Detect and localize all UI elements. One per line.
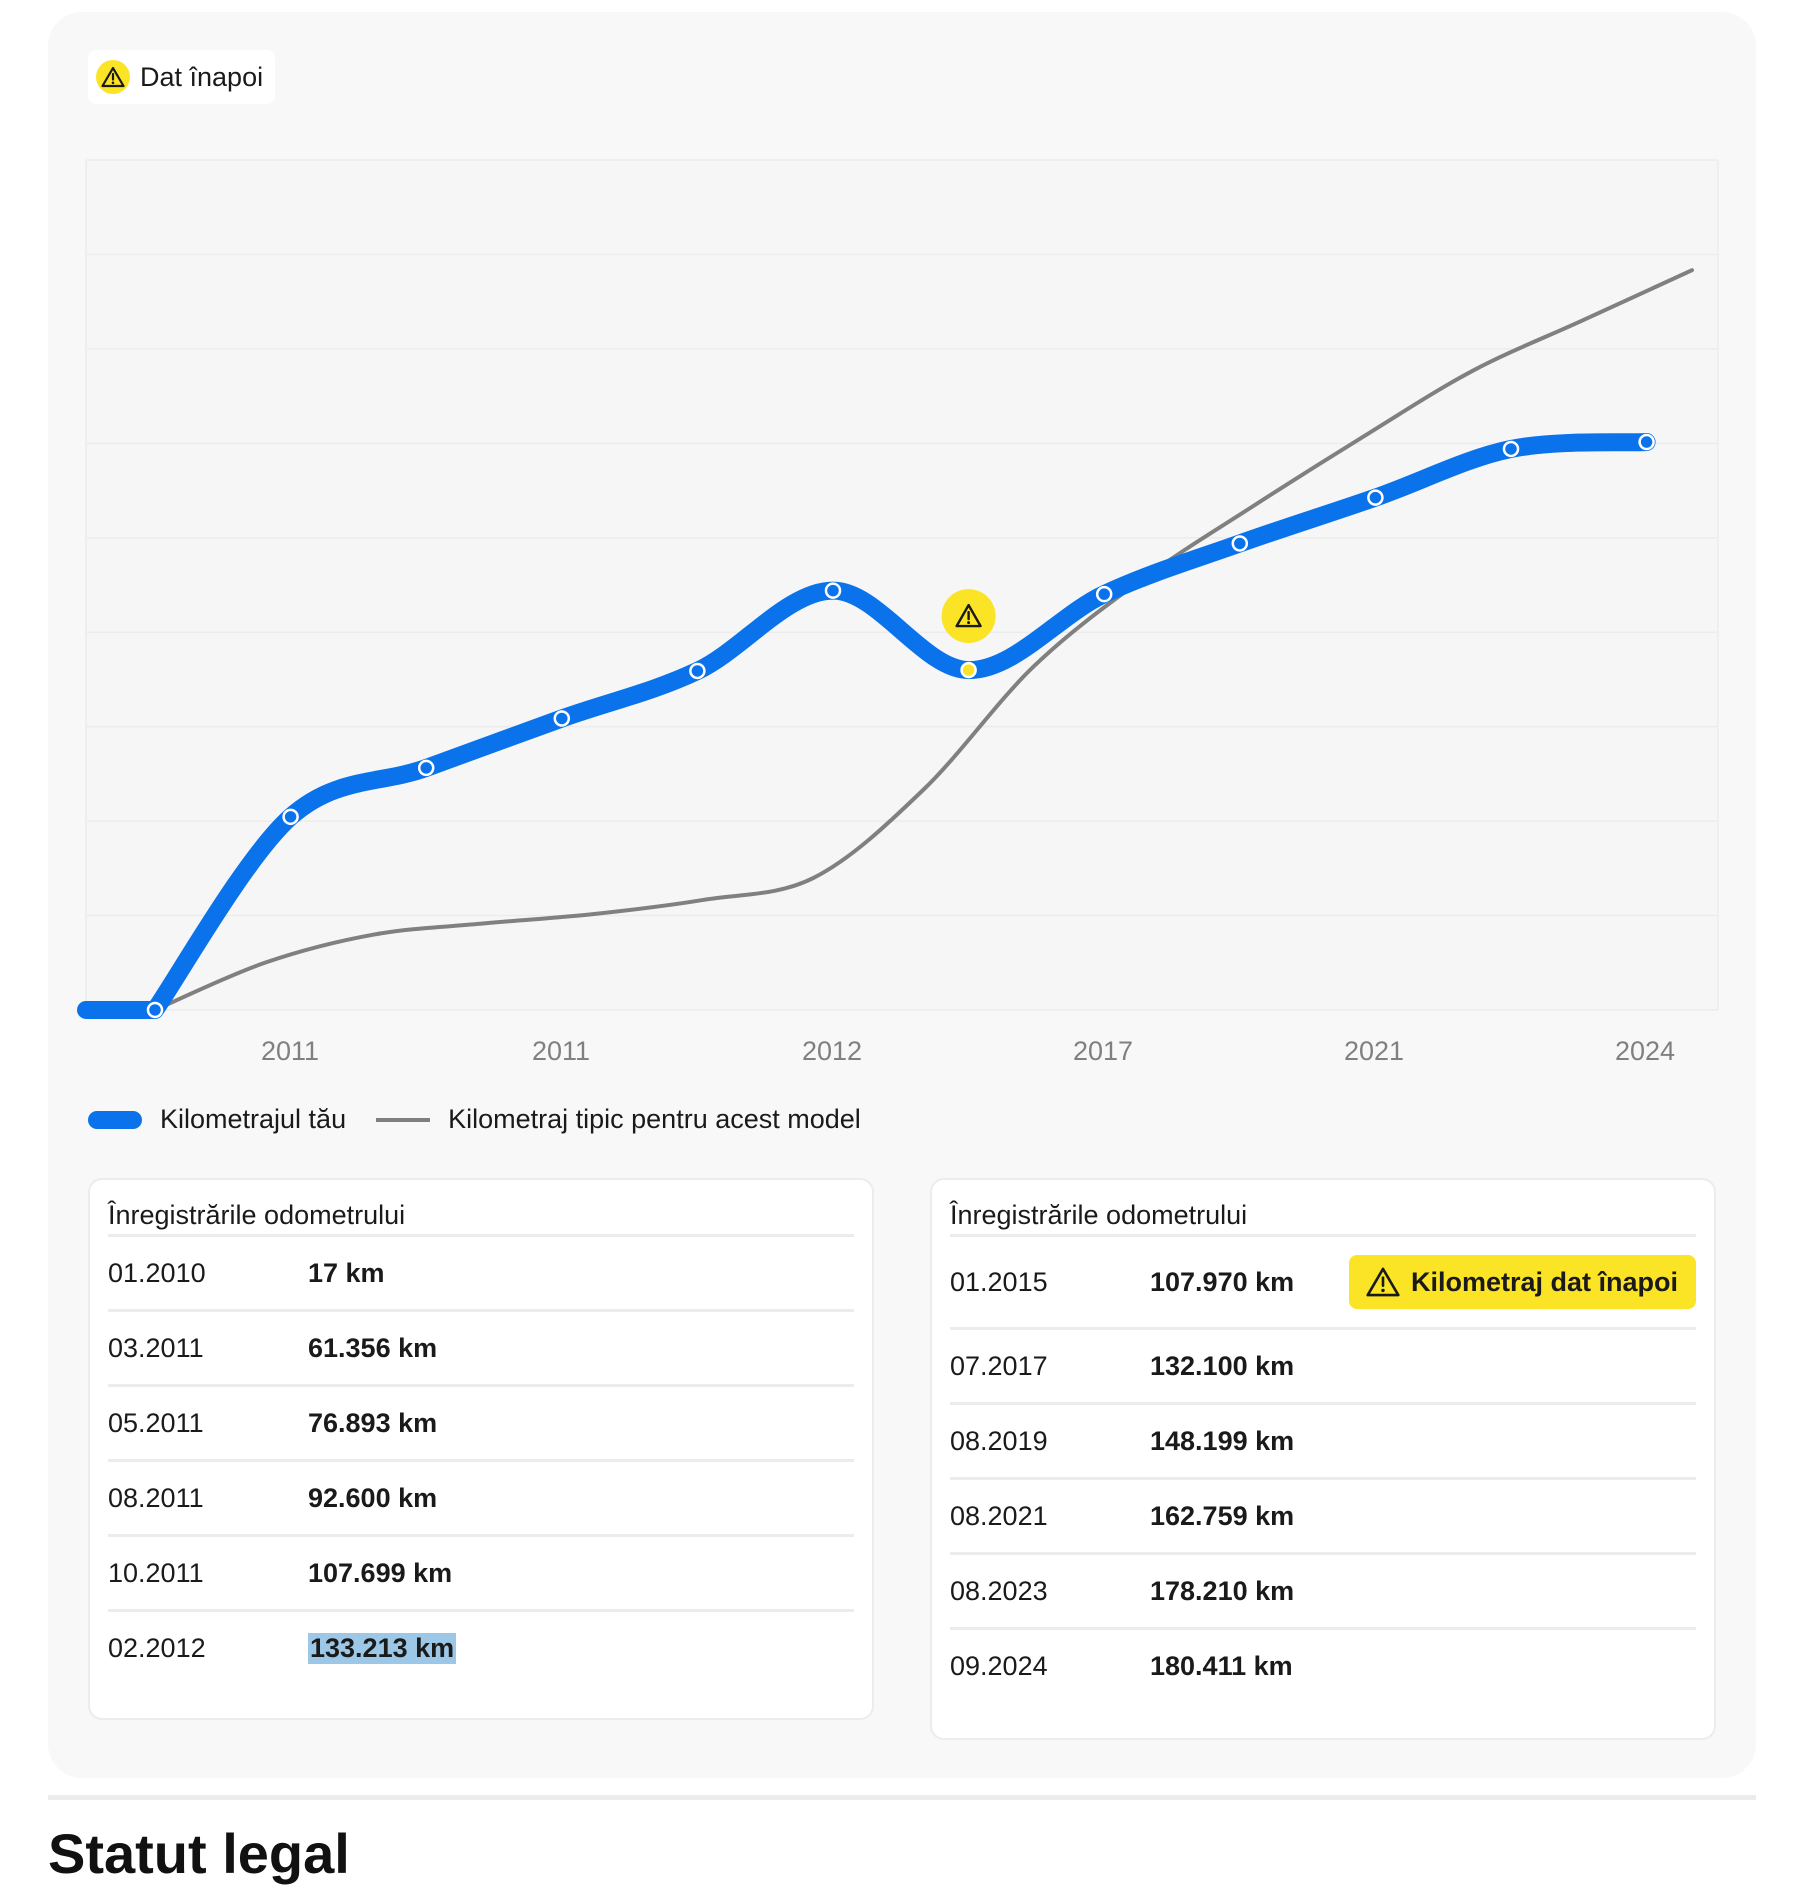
record-km: 178.210 km <box>1150 1575 1295 1606</box>
panel-title: Înregistrările odometrului <box>108 1200 406 1230</box>
table-row: 05.2011 76.893 km <box>108 1384 854 1459</box>
data-point <box>282 808 299 826</box>
warning-triangle-icon <box>941 589 996 644</box>
x-tick-label: 2017 <box>1073 1036 1133 1066</box>
record-km: 107.699 km <box>308 1557 453 1588</box>
legend-label-typical: Kilometraj tipic pentru acest model <box>448 1104 861 1134</box>
data-point <box>1638 433 1655 451</box>
record-date: 08.2021 <box>950 1500 1048 1531</box>
table-row: 08.2019 148.199 km <box>950 1402 1696 1477</box>
record-date: 08.2023 <box>950 1575 1048 1606</box>
legend-swatch-typical <box>376 1117 431 1122</box>
warning-triangle-icon <box>96 60 130 94</box>
table-row: 07.2017 132.100 km <box>950 1327 1696 1402</box>
table-row: 08.2021 162.759 km <box>950 1477 1696 1552</box>
x-tick-label: 2012 <box>802 1036 862 1066</box>
record-km: 107.970 km <box>1150 1266 1295 1297</box>
panel-title: Înregistrările odometrului <box>950 1200 1248 1230</box>
rollback-flag: Kilometraj dat înapoi <box>1348 1255 1696 1309</box>
record-date: 10.2011 <box>108 1557 204 1588</box>
x-tick-label: 2024 <box>1615 1036 1675 1066</box>
record-km: 148.199 km <box>1150 1425 1295 1456</box>
data-point <box>1095 585 1113 603</box>
record-km: 92.600 km <box>308 1482 438 1513</box>
typical-mileage-line <box>153 268 1694 1012</box>
odometer-records-left: Înregistrările odometrului 01.2010 17 km… <box>88 1178 874 1720</box>
chart-grid <box>85 159 1719 1011</box>
rollback-badge: Dat înapoi <box>88 50 276 104</box>
record-km: 17 km <box>308 1257 385 1288</box>
legend-label-yours: Kilometrajul tău <box>160 1104 347 1134</box>
rollback-badge-label: Dat înapoi <box>140 61 264 92</box>
data-point <box>689 662 706 680</box>
table-row: 02.2012 133.213 km <box>108 1609 854 1684</box>
data-point <box>1502 440 1520 458</box>
odometer-records-right: Înregistrările odometrului 01.2015 107.9… <box>930 1178 1716 1740</box>
legend-swatch-yours <box>88 1110 142 1129</box>
x-tick-label: 2011 <box>261 1036 319 1066</box>
record-km[interactable]: 133.213 km <box>308 1632 457 1664</box>
record-km: 61.356 km <box>308 1332 438 1363</box>
table-row: 08.2023 178.210 km <box>950 1552 1696 1627</box>
mileage-chart: 2011 2011 2012 2017 2021 2024 <box>77 159 1719 1066</box>
data-point <box>417 759 435 777</box>
x-tick-label: 2021 <box>1344 1036 1404 1066</box>
record-date: 08.2019 <box>950 1425 1048 1456</box>
plot-area <box>86 160 1718 1010</box>
data-point <box>1231 535 1249 552</box>
record-date: 01.2010 <box>108 1257 206 1288</box>
data-point <box>824 582 842 599</box>
record-km: 162.759 km <box>1150 1500 1295 1531</box>
data-point <box>146 1001 164 1019</box>
record-date: 07.2017 <box>950 1350 1048 1381</box>
table-row: 01.2015 107.970 km Kilometraj dat înapoi <box>950 1234 1696 1327</box>
warning-triangle-icon <box>1365 1266 1401 1298</box>
warning-marker-triangle <box>955 603 982 628</box>
section-title: Statut legal <box>48 1822 350 1885</box>
record-date: 08.2011 <box>108 1482 204 1513</box>
record-date: 02.2012 <box>108 1632 206 1663</box>
record-km: 132.100 km <box>1150 1350 1295 1381</box>
warning-marker-dot <box>967 621 971 625</box>
record-date: 09.2024 <box>950 1650 1048 1681</box>
data-point <box>1367 489 1384 506</box>
table-row: 08.2011 92.600 km <box>108 1459 854 1534</box>
record-date: 01.2015 <box>950 1266 1048 1297</box>
table-row: 01.2010 17 km <box>108 1234 854 1309</box>
table-row: 03.2011 61.356 km <box>108 1309 854 1384</box>
table-row: 10.2011 107.699 km <box>108 1534 854 1609</box>
section-divider <box>48 1795 1756 1800</box>
table-row: 09.2024 180.411 km <box>950 1627 1696 1702</box>
data-point <box>553 710 571 727</box>
rollback-flag-label: Kilometraj dat înapoi <box>1410 1266 1678 1297</box>
record-km: 76.893 km <box>308 1407 438 1438</box>
chart-legend: Kilometrajul tău Kilometraj tipic pentru… <box>88 1104 861 1135</box>
rollback-data-point <box>960 661 977 679</box>
record-date: 05.2011 <box>108 1407 204 1438</box>
record-date: 03.2011 <box>108 1332 204 1363</box>
record-km: 180.411 km <box>1150 1650 1293 1681</box>
x-tick-label: 2011 <box>532 1036 590 1066</box>
